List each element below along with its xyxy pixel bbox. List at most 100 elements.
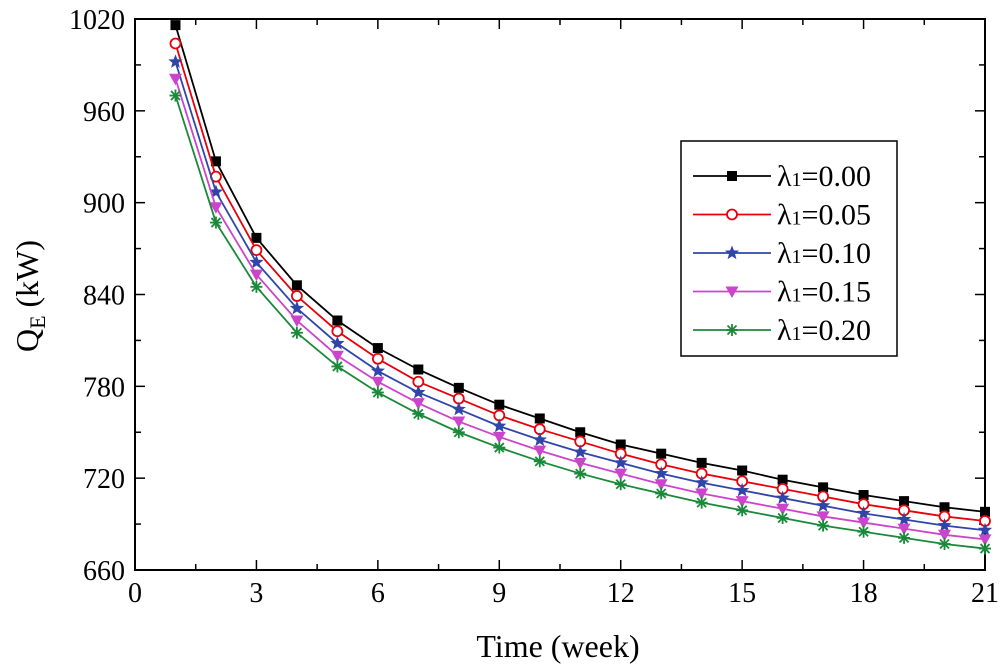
y-axis-title-sub: E: [25, 315, 50, 328]
data-point: [168, 54, 183, 68]
y-tick-label: 960: [83, 97, 125, 128]
legend-item: λ1=0.05: [693, 199, 871, 232]
data-point: [614, 478, 627, 491]
data-point: [249, 254, 264, 269]
x-tick-label: 18: [850, 578, 878, 609]
data-point: [980, 506, 990, 517]
legend-marker: [726, 324, 738, 336]
data-point: [290, 326, 303, 339]
legend-item: λ1=0.10: [693, 237, 871, 270]
data-point: [372, 343, 383, 354]
x-tick-label: 21: [971, 578, 999, 609]
data-point: [696, 457, 707, 468]
data-point: [857, 525, 870, 538]
legend-label: λ1=0.20: [777, 314, 871, 347]
data-point: [938, 529, 952, 542]
data-point: [858, 490, 869, 501]
data-point: [574, 467, 587, 480]
data-point: [330, 350, 344, 363]
data-point: [979, 542, 991, 555]
axis-labels: Time (week) QE (kW): [9, 240, 640, 664]
data-point: [169, 89, 182, 102]
data-point: [533, 445, 547, 458]
x-tick-label: 15: [728, 578, 756, 609]
x-tick-label: 6: [371, 578, 385, 609]
data-point: [654, 466, 669, 480]
data-point: [575, 427, 586, 438]
data-point: [896, 511, 912, 526]
data-point: [289, 300, 305, 315]
x-tick-label: 3: [249, 578, 263, 609]
data-point: [412, 407, 425, 420]
data-point: [209, 216, 222, 229]
series-2: [168, 54, 993, 537]
data-point: [533, 455, 546, 468]
data-point: [494, 399, 505, 410]
legend-marker: [724, 245, 740, 260]
data-point: [330, 335, 345, 350]
data-point: [737, 465, 748, 476]
data-point: [695, 496, 708, 509]
legend-marker: [726, 208, 738, 221]
data-point: [371, 352, 384, 365]
y-tick-label: 840: [83, 281, 125, 312]
y-axis-title: QE (kW): [9, 240, 50, 352]
data-point: [492, 418, 507, 433]
data-point: [332, 315, 343, 326]
legend: λ1=0.00 λ1=0.05 λ1=0.10 λ1=0.15 λ1=0.20: [680, 140, 898, 357]
data-point: [939, 502, 950, 513]
data-point: [815, 498, 831, 512]
data-point: [493, 441, 506, 454]
data-point: [370, 363, 385, 378]
data-point: [331, 360, 344, 373]
data-point: [978, 534, 992, 546]
data-point: [898, 531, 911, 544]
data-point: [614, 468, 628, 481]
data-point: [735, 482, 750, 497]
data-point: [168, 73, 182, 86]
data-point: [613, 455, 628, 469]
data-point: [977, 522, 993, 537]
data-point: [331, 325, 344, 338]
data-point: [573, 444, 588, 459]
legend-label: λ1=0.15: [777, 276, 871, 309]
series-1: [169, 37, 991, 527]
data-point: [210, 156, 221, 167]
data-point: [856, 505, 871, 520]
data-point: [371, 386, 384, 399]
data-point: [290, 315, 304, 328]
data-point: [250, 280, 263, 293]
data-point: [615, 439, 626, 450]
series-3: [168, 73, 992, 546]
legend-item: λ1=0.00: [693, 160, 871, 193]
data-point: [534, 413, 545, 424]
y-tick-label: 660: [83, 556, 125, 587]
data-point: [735, 496, 749, 508]
data-point: [413, 364, 424, 375]
data-point: [452, 426, 465, 439]
data-point: [656, 448, 667, 459]
data-point: [250, 244, 263, 257]
axes: 0 3 6 9 12 15 18 21 660 720 780 840 900 960 1020: [69, 5, 999, 609]
x-tick-label: 0: [128, 578, 142, 609]
data-point: [816, 511, 830, 523]
data-point: [249, 269, 263, 282]
legend-label: λ1=0.10: [777, 237, 871, 270]
legend-item: λ1=0.15: [693, 276, 871, 309]
data-point: [208, 184, 224, 199]
data-point: [897, 523, 911, 536]
legend-label: λ1=0.05: [777, 199, 871, 232]
y-axis-title-main: Q: [9, 329, 45, 352]
data-point: [695, 488, 709, 500]
series-4: [169, 89, 991, 555]
data-point: [776, 511, 789, 524]
data-point: [777, 474, 788, 485]
data-point: [818, 482, 829, 493]
data-point: [170, 20, 181, 31]
legend-label: λ1=0.00: [777, 160, 871, 193]
y-tick-label: 780: [83, 372, 125, 403]
data-point: [209, 202, 223, 214]
data-point: [452, 416, 466, 429]
data-point: [654, 479, 668, 491]
